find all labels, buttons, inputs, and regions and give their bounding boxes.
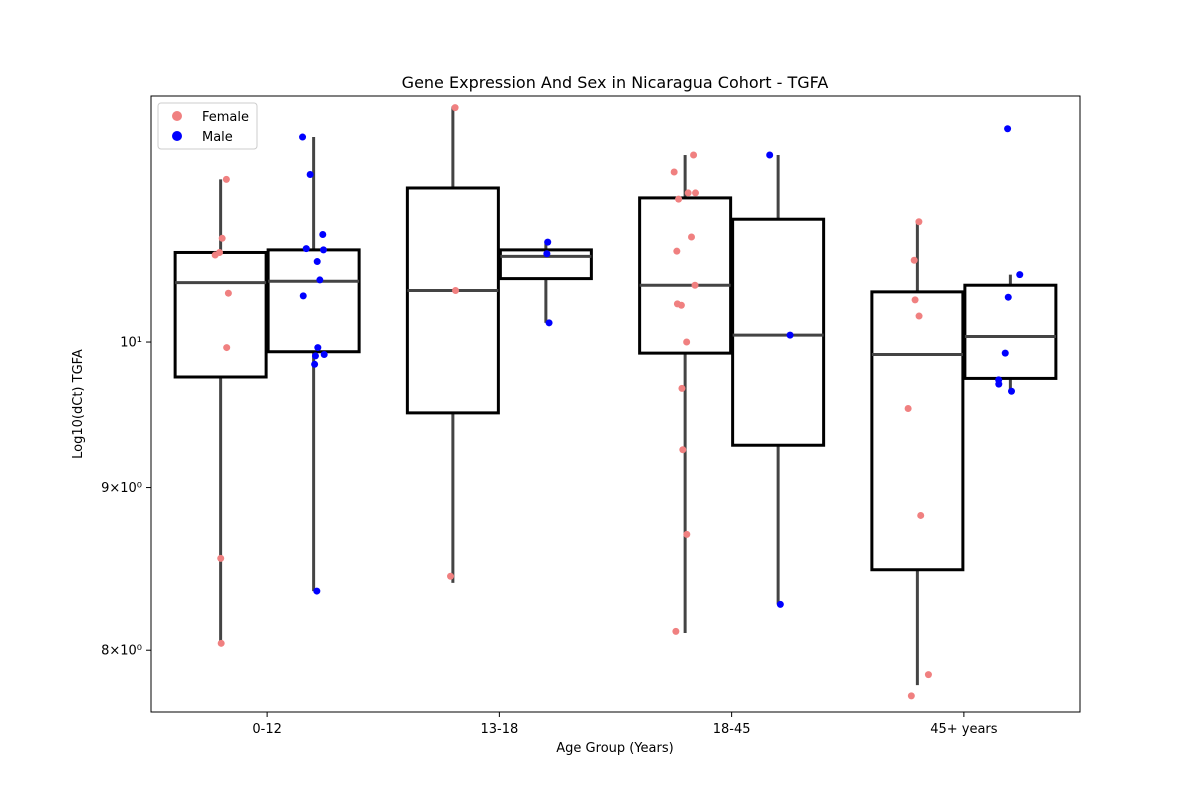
box-female-18-45 [638,196,733,355]
point-female-18-45 [672,627,680,635]
axes-frame [150,95,1081,713]
point-female-0-12 [223,344,231,352]
point-male-45-years [1004,125,1012,133]
point-female-18-45 [675,195,683,203]
point-male-13-18 [545,319,553,327]
x-axis-label: Age Group (Years) [556,741,673,756]
y-tick-label: 10¹ [120,336,142,351]
x-tick-label: 45+ years [930,722,998,737]
point-female-13-18 [447,572,455,580]
box-male-0-12 [266,248,361,354]
point-female-45-years [910,256,918,264]
legend: Female Male [157,102,258,150]
point-female-18-45 [677,301,685,309]
y-tick-label: 9×10⁰ [101,481,142,496]
point-female-45-years [924,671,932,679]
x-tick-label: 0-12 [252,722,282,737]
box-male-13-18 [498,248,593,281]
point-female-45-years [915,218,923,226]
point-female-0-12 [218,234,226,242]
chart-title: Gene Expression And Sex in Nicaragua Coh… [402,73,829,92]
point-male-0-12 [299,292,307,300]
point-female-45-years [904,405,912,413]
point-female-13-18 [452,287,460,295]
point-female-45-years [917,511,925,519]
point-female-18-45 [690,151,698,159]
point-female-45-years [907,692,915,700]
point-male-0-12 [319,246,327,254]
point-male-45-years [1004,293,1012,301]
point-male-18-45 [766,151,774,159]
point-male-13-18 [544,238,552,246]
point-male-0-12 [316,276,324,284]
point-female-0-12 [211,251,219,259]
point-male-18-45 [776,600,784,608]
y-tick-label: 8×10⁰ [101,644,142,659]
point-female-18-45 [673,247,681,255]
point-male-0-12 [311,360,319,368]
point-male-13-18 [543,250,551,258]
point-male-0-12 [314,344,322,352]
point-female-0-12 [217,639,225,647]
point-male-18-45 [786,331,794,339]
axes: 0-12 13-18 18-45 45+ years 8×10⁰ 9×10⁰ 10¹ [101,336,998,737]
point-male-0-12 [306,170,314,178]
point-male-0-12 [299,133,307,141]
point-male-0-12 [313,258,321,266]
box-female-45-years [870,290,965,572]
point-female-18-45 [679,446,687,454]
legend-label-male: Male [202,130,233,145]
legend-box [157,102,258,150]
y-axis-label: Log10(dCt) TGFA [71,349,86,459]
box-female-13-18 [405,186,500,415]
point-female-18-45 [691,281,699,289]
box-male-18-45 [731,217,826,447]
point-female-0-12 [222,175,230,183]
point-female-18-45 [688,233,696,241]
plot-area [173,104,1058,700]
point-female-45-years [915,312,923,320]
point-male-45-years [1001,349,1009,357]
point-female-13-18 [451,104,459,112]
point-male-45-years [995,380,1003,388]
point-female-18-45 [683,338,691,346]
point-male-45-years [1016,271,1024,279]
point-male-0-12 [302,245,310,253]
point-female-18-45 [670,168,678,176]
legend-label-female: Female [202,110,249,125]
point-female-18-45 [683,530,691,538]
box-female-0-12 [173,250,268,379]
point-female-18-45 [692,189,700,197]
point-male-45-years [1008,387,1015,395]
x-tick-label: 18-45 [713,722,751,737]
point-female-0-12 [224,289,232,297]
point-male-0-12 [319,230,327,238]
point-female-0-12 [217,554,225,562]
legend-marker-female [172,111,182,121]
x-tick-label: 13-18 [480,722,518,737]
point-male-0-12 [311,352,319,360]
point-female-18-45 [678,384,686,392]
point-male-0-12 [320,351,328,359]
point-male-0-12 [313,587,321,595]
point-female-18-45 [684,189,692,197]
point-female-45-years [911,296,919,304]
legend-marker-male [172,131,182,141]
box-male-45-years [963,283,1058,380]
